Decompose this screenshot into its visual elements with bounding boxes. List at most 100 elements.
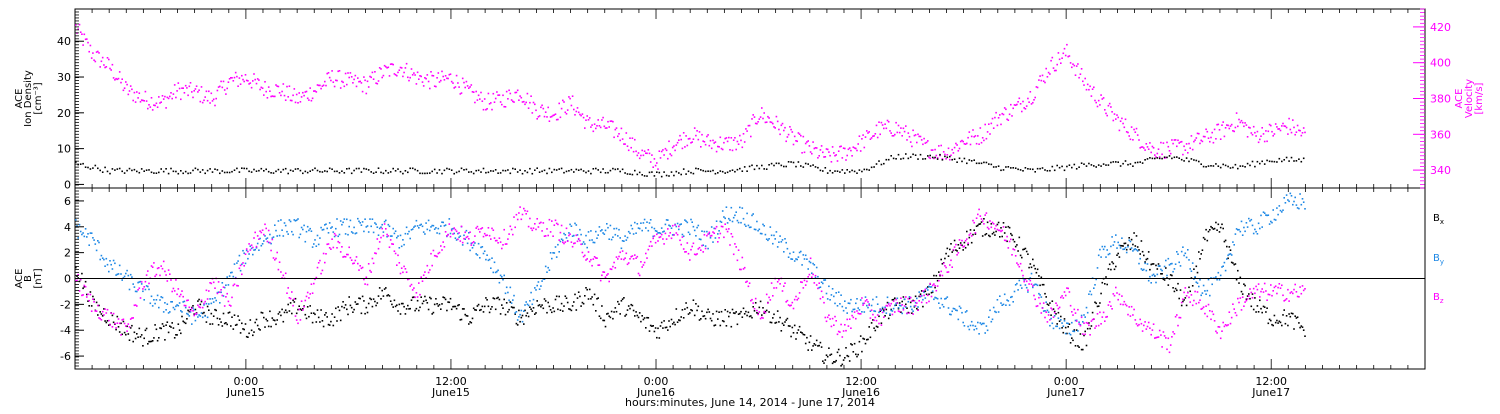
data-point <box>751 215 753 217</box>
data-point <box>363 76 365 78</box>
data-point <box>1299 193 1301 195</box>
data-point <box>982 137 984 139</box>
data-point <box>1060 319 1062 321</box>
data-point <box>1143 325 1145 327</box>
data-point <box>328 232 330 234</box>
data-point <box>361 313 363 315</box>
data-point <box>108 59 110 61</box>
data-point <box>1205 305 1207 307</box>
data-point <box>158 267 160 269</box>
data-point <box>912 130 914 132</box>
data-point <box>1194 276 1196 278</box>
data-point <box>810 262 812 264</box>
data-point <box>101 319 103 321</box>
data-point <box>1214 129 1216 131</box>
data-point <box>263 317 265 319</box>
data-point <box>674 150 676 152</box>
data-point <box>420 276 422 278</box>
data-point <box>344 218 346 220</box>
data-point <box>683 317 685 319</box>
data-point <box>1183 255 1185 257</box>
data-point <box>922 299 924 301</box>
data-point <box>1065 327 1067 329</box>
data-point <box>1229 246 1231 248</box>
data-point <box>1259 139 1261 141</box>
data-point <box>409 238 411 240</box>
data-point <box>638 317 640 319</box>
data-point <box>696 253 698 255</box>
data-point <box>86 38 88 40</box>
data-point <box>580 169 582 171</box>
data-point <box>1015 255 1017 257</box>
data-point <box>966 310 968 312</box>
data-point <box>1220 167 1222 169</box>
data-point <box>306 318 308 320</box>
data-point <box>117 168 119 170</box>
data-point <box>768 297 770 299</box>
data-point <box>305 314 307 316</box>
data-point <box>569 224 571 226</box>
data-point <box>818 282 820 284</box>
data-point <box>524 170 526 172</box>
data-point <box>213 315 215 317</box>
data-point <box>306 296 308 298</box>
data-point <box>651 154 653 156</box>
data-point <box>1241 120 1243 122</box>
data-point <box>303 95 305 97</box>
data-point <box>148 283 150 285</box>
data-point <box>612 236 614 238</box>
data-point <box>978 163 980 165</box>
data-point <box>1187 249 1189 251</box>
data-point <box>483 109 485 111</box>
data-point <box>334 233 336 235</box>
data-point <box>561 168 563 170</box>
data-point <box>643 319 645 321</box>
data-point <box>1171 158 1173 160</box>
data-point <box>839 171 841 173</box>
data-point <box>716 311 718 313</box>
data-point <box>204 96 206 98</box>
data-point <box>746 170 748 172</box>
data-point <box>752 306 754 308</box>
data-point <box>1001 230 1003 232</box>
data-point <box>1094 284 1096 286</box>
data-point <box>1004 232 1006 234</box>
data-point <box>460 240 462 242</box>
data-point <box>462 78 464 80</box>
data-point <box>1092 88 1094 90</box>
data-point <box>336 218 338 220</box>
data-point <box>1044 82 1046 84</box>
data-point <box>1247 136 1249 138</box>
data-point <box>1022 101 1024 103</box>
data-point <box>1275 285 1277 287</box>
data-point <box>844 357 846 359</box>
data-point <box>340 87 342 89</box>
data-point <box>348 226 350 228</box>
data-point <box>336 320 338 322</box>
data-point <box>608 281 610 283</box>
data-point <box>463 82 465 84</box>
data-point <box>211 303 213 305</box>
data-point <box>1074 65 1076 67</box>
data-point <box>837 334 839 336</box>
data-point <box>101 313 103 315</box>
data-point <box>256 83 258 85</box>
data-point <box>290 170 292 172</box>
data-point <box>228 301 230 303</box>
data-point <box>1218 272 1220 274</box>
data-point <box>829 170 831 172</box>
data-point <box>826 293 828 295</box>
data-point <box>1193 300 1195 302</box>
data-point <box>224 172 226 174</box>
data-point <box>706 235 708 237</box>
data-point <box>949 156 951 158</box>
data-point <box>296 319 298 321</box>
data-point <box>799 133 801 135</box>
data-point <box>286 292 288 294</box>
data-point <box>1258 283 1260 285</box>
data-point <box>252 247 254 249</box>
data-point <box>1093 87 1095 89</box>
data-point <box>984 332 986 334</box>
data-point <box>710 237 712 239</box>
data-point <box>987 222 989 224</box>
